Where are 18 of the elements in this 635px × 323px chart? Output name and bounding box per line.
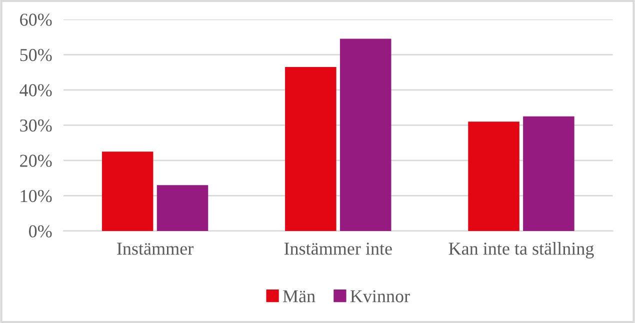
- y-tick-label: 20%: [20, 154, 52, 167]
- bar: [285, 66, 336, 231]
- legend-label: Kvinnor: [350, 290, 410, 302]
- bar: [102, 152, 154, 231]
- y-tick-label: 60%: [20, 14, 52, 26]
- bar: [468, 122, 520, 231]
- y-tick-label: 30%: [20, 119, 52, 132]
- x-tick-label: Kan inte ta ställning: [448, 242, 594, 258]
- x-tick-label: Instämmer inte: [284, 242, 392, 255]
- y-tick-label: 50%: [20, 48, 52, 62]
- y-tick-label: 0%: [29, 225, 52, 238]
- bar: [340, 38, 392, 231]
- bar: [523, 116, 574, 231]
- legend-label: Män: [282, 290, 316, 302]
- y-tick-label: 10%: [20, 190, 52, 202]
- y-tick-label: 40%: [20, 84, 52, 96]
- bar: [156, 185, 208, 231]
- x-tick-label: Instämmer: [117, 242, 194, 255]
